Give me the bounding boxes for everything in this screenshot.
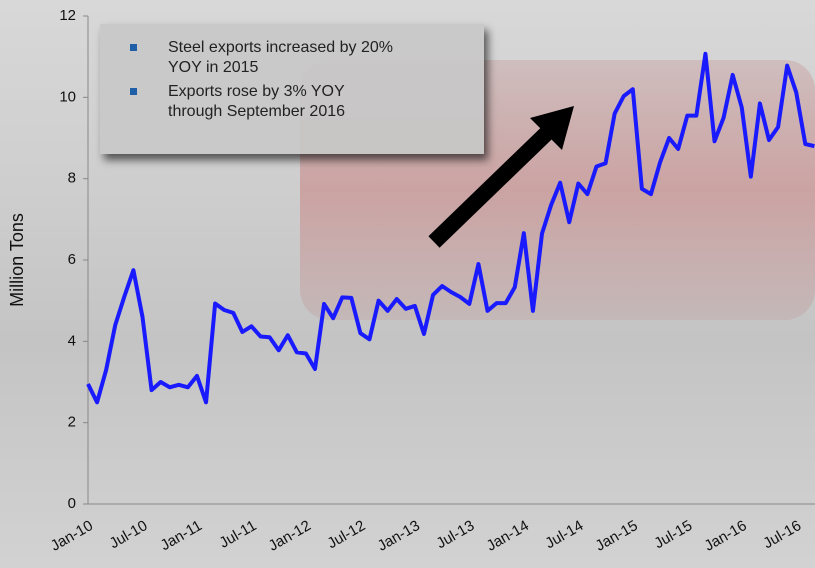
y-axis-label: Million Tons — [7, 213, 27, 307]
x-tick-label: Jul-12 — [324, 517, 368, 552]
annotation: Steel exports increased by 20% YOY in 20… — [130, 38, 398, 78]
annotation: Exports rose by 3% YOY through September… — [130, 82, 398, 122]
x-tick-label: Jan-16 — [702, 517, 750, 555]
y-tick-label: 0 — [68, 495, 76, 512]
x-tick-label: Jul-16 — [760, 517, 804, 552]
x-tick-label: Jan-12 — [266, 517, 314, 555]
trend-arrow — [428, 106, 574, 248]
x-tick-label: Jul-11 — [216, 517, 259, 552]
x-tick-label: Jul-14 — [542, 517, 586, 552]
y-tick-label: 12 — [59, 7, 76, 24]
x-tick-label: Jul-15 — [651, 517, 695, 552]
x-tick-label: Jan-14 — [484, 517, 532, 555]
y-tick-label: 6 — [68, 251, 76, 268]
x-tick-label: Jul-13 — [433, 517, 477, 552]
x-tick-label: Jan-13 — [375, 517, 423, 555]
data-line — [86, 51, 815, 405]
y-tick-label: 8 — [68, 170, 76, 187]
x-tick-label: Jan-10 — [48, 517, 96, 555]
y-tick-label: 10 — [59, 88, 76, 105]
y-tick-label: 4 — [68, 332, 76, 349]
y-tick-label: 2 — [68, 414, 76, 431]
x-tick-label: Jan-11 — [158, 517, 205, 554]
annotation-box: Steel exports increased by 20% YOY in 20… — [100, 24, 484, 154]
x-tick-label: Jan-15 — [593, 517, 641, 555]
x-tick-label: Jul-10 — [107, 517, 151, 552]
